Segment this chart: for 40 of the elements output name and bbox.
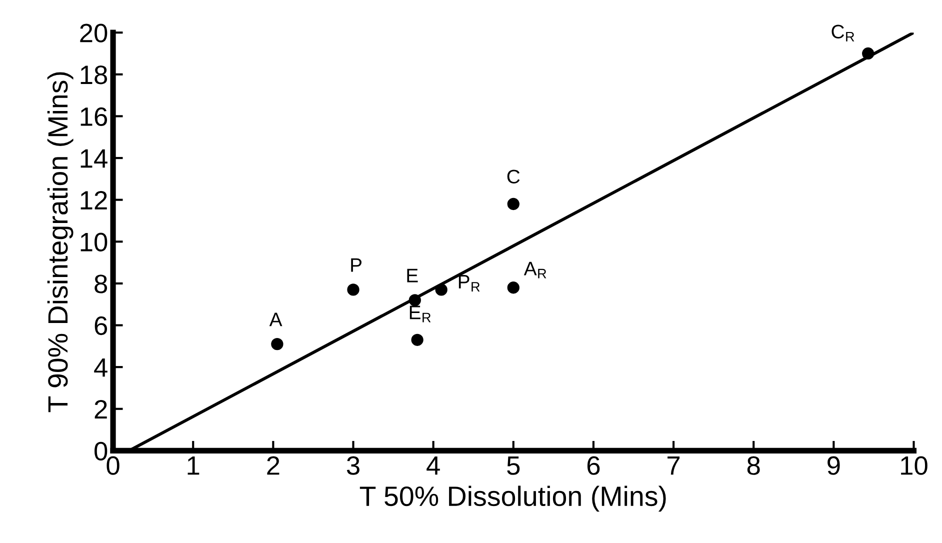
point — [411, 334, 424, 346]
annotation: P$_{R}$ — [458, 275, 480, 292]
y-tick-label: 12 — [80, 190, 107, 210]
y-tick-label: 20 — [80, 24, 108, 42]
y-tick-label: 8 — [94, 274, 108, 294]
y-tick-label: 0 — [94, 442, 108, 461]
x-tick-label: 10 — [901, 456, 928, 475]
annotation: C — [507, 170, 520, 184]
annotation: E — [407, 268, 418, 282]
point — [347, 284, 360, 296]
x-tick-label: 8 — [747, 456, 760, 475]
x-tick-label: 9 — [828, 456, 840, 475]
point — [862, 47, 874, 60]
x-tick-label: 2 — [267, 456, 280, 475]
point — [271, 338, 284, 350]
x-tick-label: 0 — [106, 456, 120, 475]
annotation: C$_{R}$ — [832, 24, 854, 42]
y-tick-label: 14 — [80, 149, 108, 168]
x-tick-label: 4 — [426, 456, 440, 475]
point — [435, 284, 448, 296]
x-tick-label: 1 — [188, 456, 200, 475]
x-tick-label: 7 — [668, 456, 680, 475]
y-axis-title: T 90% Disintegration (Mins) — [47, 72, 74, 412]
y-tick-label: 2 — [94, 400, 107, 418]
x-tick-label: 5 — [507, 456, 520, 475]
x-tick-label: 3 — [346, 456, 360, 475]
point — [507, 282, 520, 294]
y-tick-label: 4 — [94, 358, 108, 377]
y-tick-label: 16 — [80, 107, 108, 126]
x-tick-label: 6 — [587, 456, 600, 475]
annotation: E$_{R}$ — [410, 306, 431, 322]
point — [408, 294, 421, 306]
point — [507, 198, 520, 210]
y-tick-label: 18 — [80, 66, 108, 84]
annotation: A — [269, 312, 282, 326]
y-tick-label: 10 — [80, 232, 108, 252]
annotation: P — [351, 258, 362, 272]
x-axis-title: T 50% Dissolution (Mins) — [360, 486, 666, 512]
annotation: A$_{R}$ — [524, 262, 546, 278]
y-tick-label: 6 — [94, 316, 108, 336]
